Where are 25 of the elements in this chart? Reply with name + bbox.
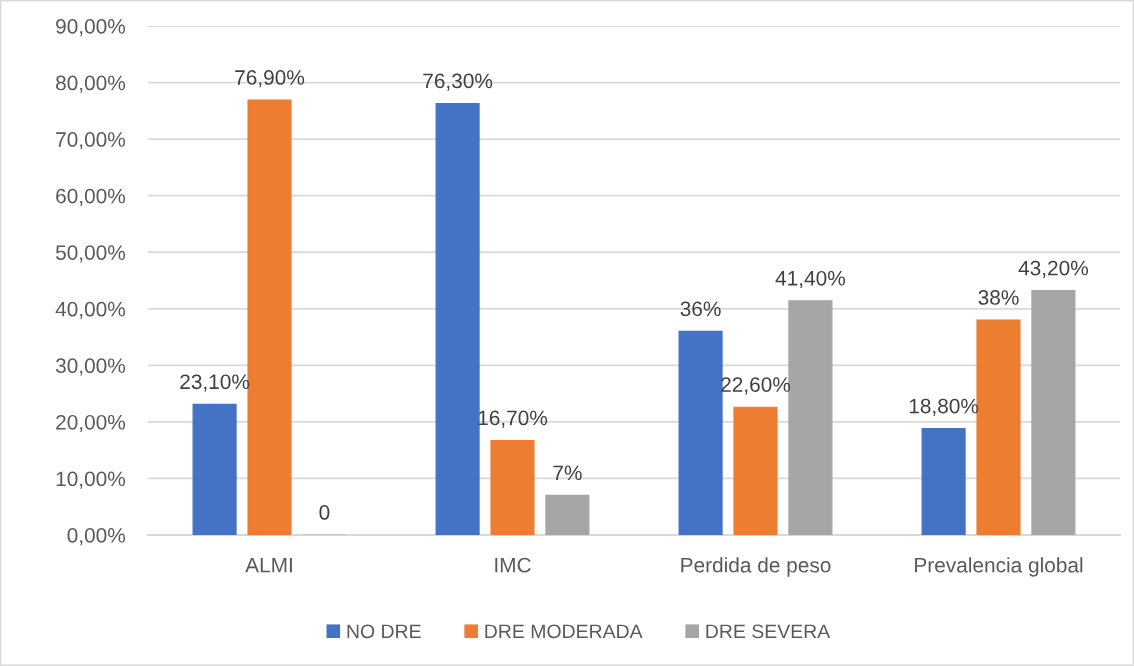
data-label: 76,90% bbox=[235, 70, 305, 88]
y-tick-label: 30,00% bbox=[55, 358, 126, 376]
y-tick-label: 70,00% bbox=[56, 132, 126, 150]
y-tick-label: 80,00% bbox=[56, 75, 126, 93]
x-tick-label: Prevalencia global bbox=[915, 557, 1083, 577]
data-label: 7% bbox=[553, 465, 582, 481]
x-tick-label: ALMI bbox=[245, 557, 292, 573]
y-tick-label: 0,00% bbox=[67, 528, 126, 546]
y-tick-label: 50,00% bbox=[55, 245, 126, 263]
x-tick-label: Perdida de peso bbox=[681, 557, 831, 577]
legend-label: DRE MODERADA bbox=[485, 624, 643, 639]
data-label: 0 bbox=[319, 505, 330, 520]
y-tick-label: 10,00% bbox=[56, 471, 126, 489]
legend-label: NO DRE bbox=[347, 624, 421, 639]
legend-label: DRE SEVERA bbox=[706, 624, 831, 639]
data-label: 43,20% bbox=[1018, 260, 1089, 278]
y-tick-label: 90,00% bbox=[56, 19, 126, 37]
data-label: 41,40% bbox=[775, 270, 846, 289]
y-tick-label: 60,00% bbox=[56, 188, 126, 206]
data-label: 38% bbox=[978, 290, 1019, 305]
y-tick-label: 40,00% bbox=[55, 301, 126, 319]
x-tick-label: IMC bbox=[495, 557, 531, 573]
data-label: 76,30% bbox=[423, 73, 493, 91]
y-tick-label: 20,00% bbox=[56, 414, 126, 433]
data-label: 36% bbox=[680, 301, 721, 317]
